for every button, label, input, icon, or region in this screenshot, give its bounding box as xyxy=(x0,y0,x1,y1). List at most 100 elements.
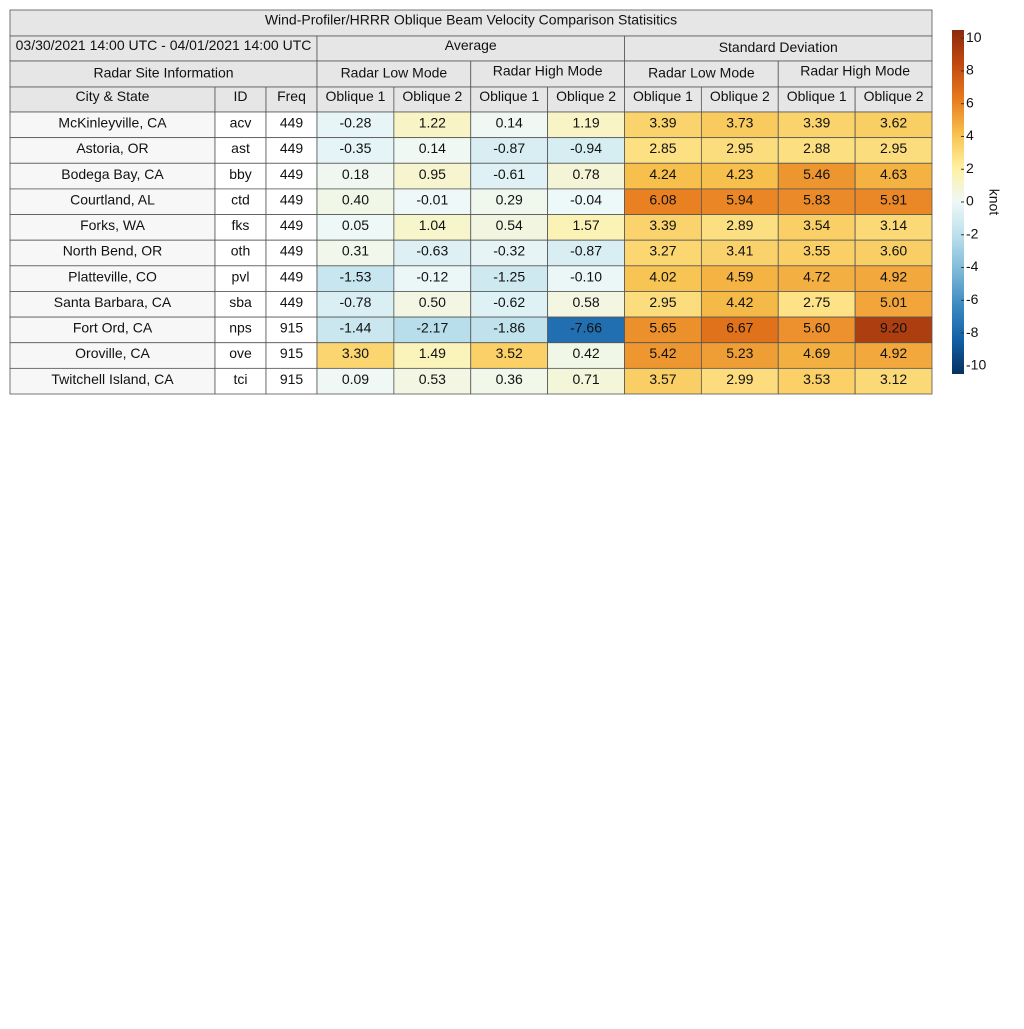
heat-cell xyxy=(547,239,625,267)
value-cell: 5.94 xyxy=(726,191,753,207)
group-header-bg xyxy=(316,35,625,62)
column-header: ID xyxy=(234,88,248,104)
cell-bg xyxy=(214,291,267,318)
column-header: Oblique 2 xyxy=(556,88,616,104)
value-cell: 0.31 xyxy=(342,243,369,259)
value-cell: 0.29 xyxy=(496,191,523,207)
value-cell: 4.23 xyxy=(726,166,753,182)
colorbar-tick-label: -6 xyxy=(966,291,979,307)
heat-cell xyxy=(854,137,933,164)
value-cell: 5.23 xyxy=(726,345,753,361)
cell-bg xyxy=(9,291,216,318)
site-cell: ctd xyxy=(231,191,250,207)
site-cell: 449 xyxy=(280,217,304,233)
value-cell: 4.59 xyxy=(726,268,753,284)
value-cell: -0.87 xyxy=(570,243,602,259)
value-cell: 3.39 xyxy=(649,217,676,233)
mode-header-bg xyxy=(316,60,472,88)
cell-bg xyxy=(9,162,216,190)
value-cell: -1.44 xyxy=(339,320,371,336)
value-cell: -0.35 xyxy=(339,140,371,156)
heat-cell xyxy=(547,367,625,395)
cell-bg xyxy=(265,162,318,190)
value-cell: 1.19 xyxy=(572,115,599,131)
value-cell: 3.60 xyxy=(880,243,907,259)
site-cell: 449 xyxy=(280,115,304,131)
mode-header: Radar Low Mode xyxy=(341,65,448,81)
value-cell: 0.54 xyxy=(496,217,523,233)
heat-cell xyxy=(700,137,779,164)
value-cell: 2.88 xyxy=(803,140,830,156)
column-header: Oblique 1 xyxy=(787,88,847,104)
value-cell: 0.14 xyxy=(419,140,446,156)
value-cell: 3.14 xyxy=(880,217,907,233)
site-cell: 449 xyxy=(280,243,304,259)
colorbar-tick-label: 8 xyxy=(966,62,974,78)
heat-cell xyxy=(700,111,779,139)
value-cell: 5.91 xyxy=(880,191,907,207)
heat-cell xyxy=(470,162,549,190)
value-cell: 4.63 xyxy=(880,166,907,182)
cell-bg xyxy=(9,188,216,215)
heat-cell xyxy=(700,342,779,369)
mode-header: Radar Low Mode xyxy=(648,65,755,81)
value-cell: 2.99 xyxy=(726,371,753,387)
value-cell: 0.71 xyxy=(572,371,599,387)
heat-cell xyxy=(700,162,779,190)
column-header-bg xyxy=(854,86,933,113)
cell-bg xyxy=(214,367,267,395)
cell-bg xyxy=(9,239,216,267)
value-cell: 2.75 xyxy=(803,294,830,310)
colorbar-tick-label: -2 xyxy=(966,225,979,241)
heat-cell xyxy=(624,367,702,395)
value-cell: -1.86 xyxy=(493,320,525,336)
heat-cell xyxy=(470,214,549,241)
value-cell: 3.41 xyxy=(726,243,753,259)
heat-cell xyxy=(624,316,702,344)
site-cell: McKinleyville, CA xyxy=(58,115,167,131)
heat-cell xyxy=(393,316,472,344)
value-cell: 3.39 xyxy=(803,115,830,131)
heat-cell xyxy=(547,291,625,318)
colorbar-tick-label: -10 xyxy=(966,357,986,373)
column-header: Oblique 1 xyxy=(633,88,693,104)
heat-cell xyxy=(470,137,549,164)
heat-cell xyxy=(393,162,472,190)
value-cell: 0.40 xyxy=(342,191,369,207)
value-cell: 4.92 xyxy=(880,345,907,361)
value-cell: 5.01 xyxy=(880,294,907,310)
colorbar-label: knot xyxy=(986,189,1002,216)
value-cell: 3.73 xyxy=(726,115,753,131)
value-cell: 0.95 xyxy=(419,166,446,182)
value-cell: 0.53 xyxy=(419,371,446,387)
column-header-bg xyxy=(624,86,702,113)
cell-bg xyxy=(214,188,267,215)
value-cell: 2.89 xyxy=(726,217,753,233)
value-cell: 3.54 xyxy=(803,217,830,233)
site-cell: Oroville, CA xyxy=(75,345,150,361)
heat-cell xyxy=(624,291,702,318)
site-cell: Astoria, OR xyxy=(76,140,148,156)
heat-cell xyxy=(393,342,472,369)
heat-cell xyxy=(470,291,549,318)
site-cell: pvl xyxy=(232,268,250,284)
value-cell: -0.28 xyxy=(339,115,371,131)
site-cell: Forks, WA xyxy=(80,217,145,233)
cell-bg xyxy=(265,111,318,139)
heat-cell xyxy=(547,316,625,344)
value-cell: 0.05 xyxy=(342,217,369,233)
column-header-bg xyxy=(265,86,318,113)
value-cell: 4.69 xyxy=(803,345,830,361)
value-cell: 0.36 xyxy=(496,371,523,387)
value-cell: 1.22 xyxy=(419,115,446,131)
heat-cell xyxy=(393,265,472,292)
heat-cell xyxy=(777,265,856,292)
value-cell: 0.50 xyxy=(419,294,446,310)
heat-cell xyxy=(854,162,933,190)
heat-cell xyxy=(393,137,472,164)
colorbar-tick-label: -4 xyxy=(966,258,979,274)
value-cell: 3.53 xyxy=(803,371,830,387)
cell-bg xyxy=(265,214,318,241)
value-cell: 0.14 xyxy=(496,115,523,131)
